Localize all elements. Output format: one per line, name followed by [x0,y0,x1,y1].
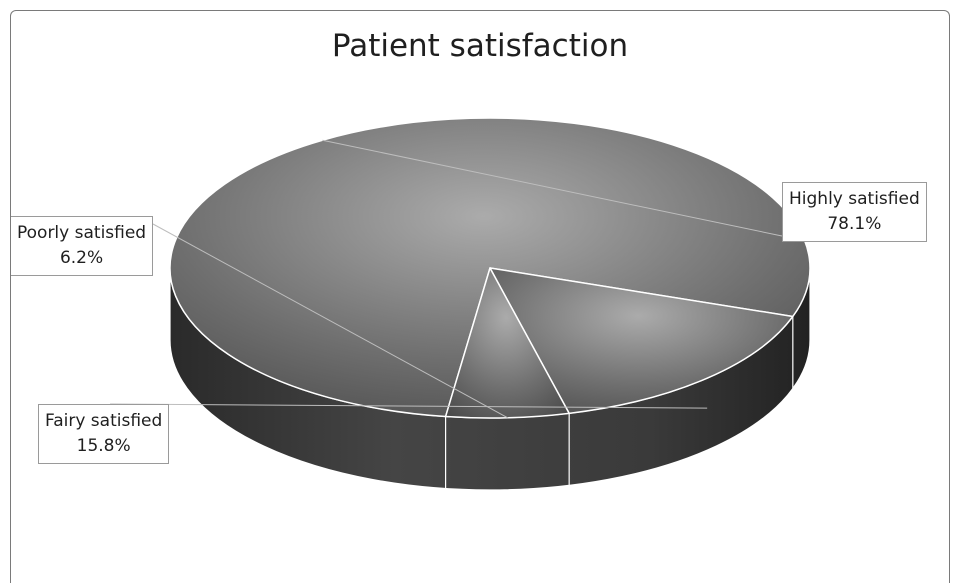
data-label-poorly-satisfied: Poorly satisfied 6.2% [11,216,154,276]
pie-slice-fairy-satisfied [489,267,794,415]
data-label-highly-satisfied: Highly satisfied 78.1% [782,182,927,242]
chart-title: Patient satisfaction [331,28,629,64]
leader-line-highly-satisfied [322,139,783,237]
leader-line-fairy-satisfied [110,403,708,409]
data-label-fairy-satisfied: Fairy satisfied 15.8% [38,404,170,464]
leader-line-poorly-satisfied [152,223,508,419]
